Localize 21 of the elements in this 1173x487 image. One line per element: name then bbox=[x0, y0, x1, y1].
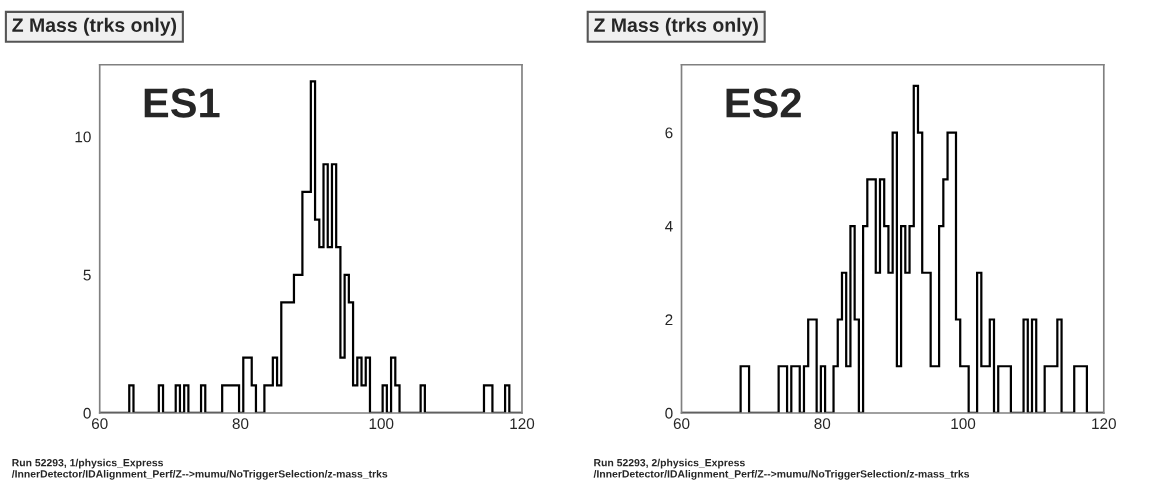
x-tick-label: 120 bbox=[1092, 418, 1116, 430]
y-tick-label: 10 bbox=[75, 131, 91, 143]
y-tick-label: 6 bbox=[665, 127, 673, 139]
y-tick-label: 4 bbox=[665, 221, 673, 232]
x-tick-label: 120 bbox=[510, 418, 535, 430]
annotation: ES1 bbox=[144, 88, 220, 118]
y-tick-label: 5 bbox=[83, 269, 91, 281]
text: Run 52293, 2/physics_Express /InnerDetector/IDAlignment_Perf/Z-->mumu/NoTriggerSelection/z-mass_trks bbox=[593, 458, 970, 480]
text: Run 52293, 1/physics_Express /InnerDetector/IDAlignment_Perf/Z-->mumu/NoTriggerSelection/z-mass_trks bbox=[11, 458, 388, 480]
chart-title: Z Mass (trks only) bbox=[594, 17, 758, 36]
annotation: ES2 bbox=[726, 88, 801, 118]
chart-title: Z Mass (trks only) bbox=[12, 17, 177, 36]
x-tick-label: 80 bbox=[814, 418, 831, 430]
x-tick-label: 80 bbox=[232, 418, 249, 430]
y-tick-label: 2 bbox=[665, 314, 673, 326]
x-tick-label: 60 bbox=[91, 418, 108, 430]
x-tick-label: 60 bbox=[673, 418, 690, 430]
x-tick-label: 100 bbox=[369, 418, 394, 430]
y-tick-label: 0 bbox=[83, 407, 91, 419]
y-tick-label: 0 bbox=[665, 407, 673, 419]
x-tick-label: 100 bbox=[951, 418, 976, 430]
